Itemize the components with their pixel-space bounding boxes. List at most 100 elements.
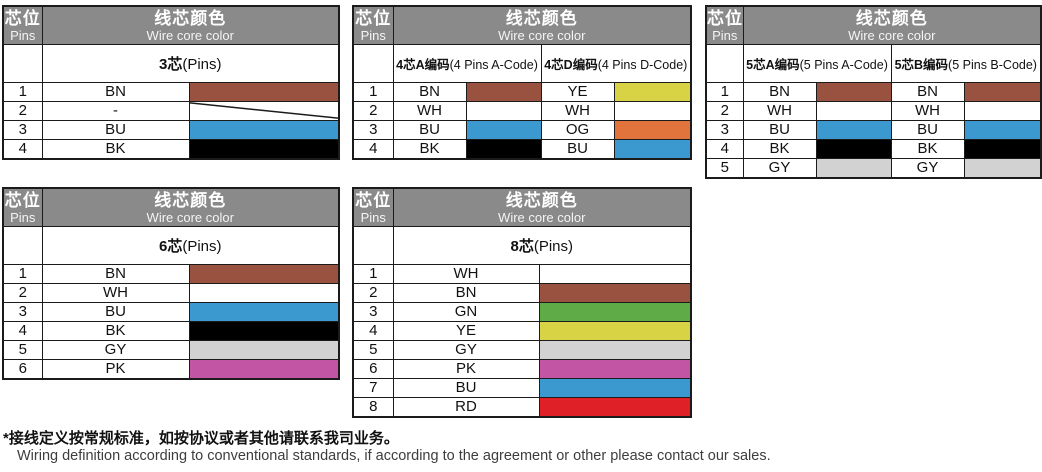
color-code: BU [392,120,467,140]
color-code: BN [392,82,467,102]
pins-header-zh: 芯位 [355,190,392,210]
table-header-row: 芯位 Pins 线芯颜色 Wire core color [352,5,692,45]
color-code: BK [41,139,190,160]
table-row: 3 BU OG [352,120,692,140]
color-swatch [188,302,340,322]
pins-header-zh: 芯位 [4,8,41,28]
color-swatch [465,101,542,121]
subheader-en: (5 Pins A-Code) [799,58,888,72]
subheader-row: 8芯(Pins) [352,226,692,265]
table-row: 1 BN YE [352,82,692,102]
pin-number: 5 [352,340,394,360]
empty-cell [2,44,43,83]
table-row: 2 BN [352,283,692,303]
color-header-cell: 线芯颜色 Wire core color [41,5,340,45]
subheader-en: (Pins) [182,238,222,255]
color-swatch [815,120,892,140]
table-row: 6 PK [352,359,692,379]
subheader-3pin: 3芯(Pins) [41,44,340,83]
table-header-row: 芯位 Pins 线芯颜色 Wire core color [705,5,1042,45]
subheader-5pin-a-code: 5芯A编码(5 Pins A-Code) [742,44,892,83]
table-row: 5 GY [352,340,692,360]
pin-number: 6 [2,359,43,380]
color-swatch [815,82,892,102]
color-code: YE [392,321,540,341]
subheader-zh: 4芯D编码 [544,58,598,72]
color-swatch [538,340,692,360]
pin-number: 4 [352,139,394,160]
color-code: WH [742,101,817,121]
table-header-row: 芯位 Pins 线芯颜色 Wire core color [2,187,340,227]
pin-number: 2 [352,101,394,121]
pin-number: 3 [352,302,394,322]
color-swatch [188,82,340,102]
footnote-en: Wiring definition according to conventio… [17,448,771,464]
pin-number: 5 [2,340,43,360]
color-swatch [538,264,692,284]
color-code: BN [742,82,817,102]
subheader-en: (Pins) [182,56,222,73]
table-row: 2 - [2,101,340,121]
pin-number: 4 [2,139,43,160]
pin-number: 4 [2,321,43,341]
table-4pin: 芯位 Pins 线芯颜色 Wire core color 4芯A编码(4 Pin… [352,5,693,160]
table-header-row: 芯位 Pins 线芯颜色 Wire core color [352,187,692,227]
color-code: YE [540,82,615,102]
color-swatch [963,82,1042,102]
pin-number: 3 [705,120,744,140]
subheader-5pin-b-code: 5芯B编码(5 Pins B-Code) [890,44,1042,83]
color-code: WH [392,264,540,284]
color-header-en: Wire core color [146,27,234,43]
color-swatch [538,302,692,322]
color-swatch [188,120,340,140]
pins-header-zh: 芯位 [4,190,41,210]
color-swatch [815,139,892,159]
color-code: BU [540,139,615,160]
pin-number: 1 [2,82,43,102]
color-code: BK [41,321,190,341]
color-swatch [465,120,542,140]
empty-cell [2,226,43,265]
color-swatch [613,120,692,140]
empty-cell [352,226,394,265]
table-row: 4 BK BK [705,139,1042,159]
table-row: 4 YE [352,321,692,341]
color-swatch [465,139,542,160]
color-code: BK [392,139,467,160]
color-swatch [538,283,692,303]
color-swatch [188,359,340,380]
pins-header-cell: 芯位 Pins [2,5,43,45]
pin-number: 4 [705,139,744,159]
color-swatch [188,321,340,341]
table-row: 5 GY GY [705,158,1042,179]
table-row: 3 GN [352,302,692,322]
color-swatch [613,101,692,121]
color-code: BK [890,139,965,159]
subheader-zh: 5芯A编码 [746,58,800,72]
pin-number: 6 [352,359,394,379]
color-swatch [188,264,340,284]
pins-header-en: Pins [712,27,738,43]
pins-header-cell: 芯位 Pins [352,5,394,45]
table-header-row: 芯位 Pins 线芯颜色 Wire core color [2,5,340,45]
color-swatch [963,139,1042,159]
table-row: 2 WH WH [705,101,1042,121]
table-row: 5 GY [2,340,340,360]
color-swatch [538,321,692,341]
color-swatch [613,139,692,160]
color-swatch [465,82,542,102]
pin-number: 3 [2,120,43,140]
subheader-row: 4芯A编码(4 Pins A-Code) 4芯D编码(4 Pins D-Code… [352,44,692,83]
pin-number: 2 [705,101,744,121]
pins-header-en: Pins [360,209,386,225]
subheader-4pin-a-code: 4芯A编码(4 Pins A-Code) [392,44,542,83]
color-header-cell: 线芯颜色 Wire core color [392,5,692,45]
pin-number: 5 [705,158,744,179]
table-8pin: 芯位 Pins 线芯颜色 Wire core color 8芯(Pins) 1 … [352,187,693,418]
table-row: 1 BN [2,82,340,102]
pins-header-cell: 芯位 Pins [2,187,43,227]
color-header-zh: 线芯颜色 [505,8,578,28]
pin-number: 1 [2,264,43,284]
pin-number: 2 [2,101,43,121]
subheader-4pin-d-code: 4芯D编码(4 Pins D-Code) [540,44,692,83]
